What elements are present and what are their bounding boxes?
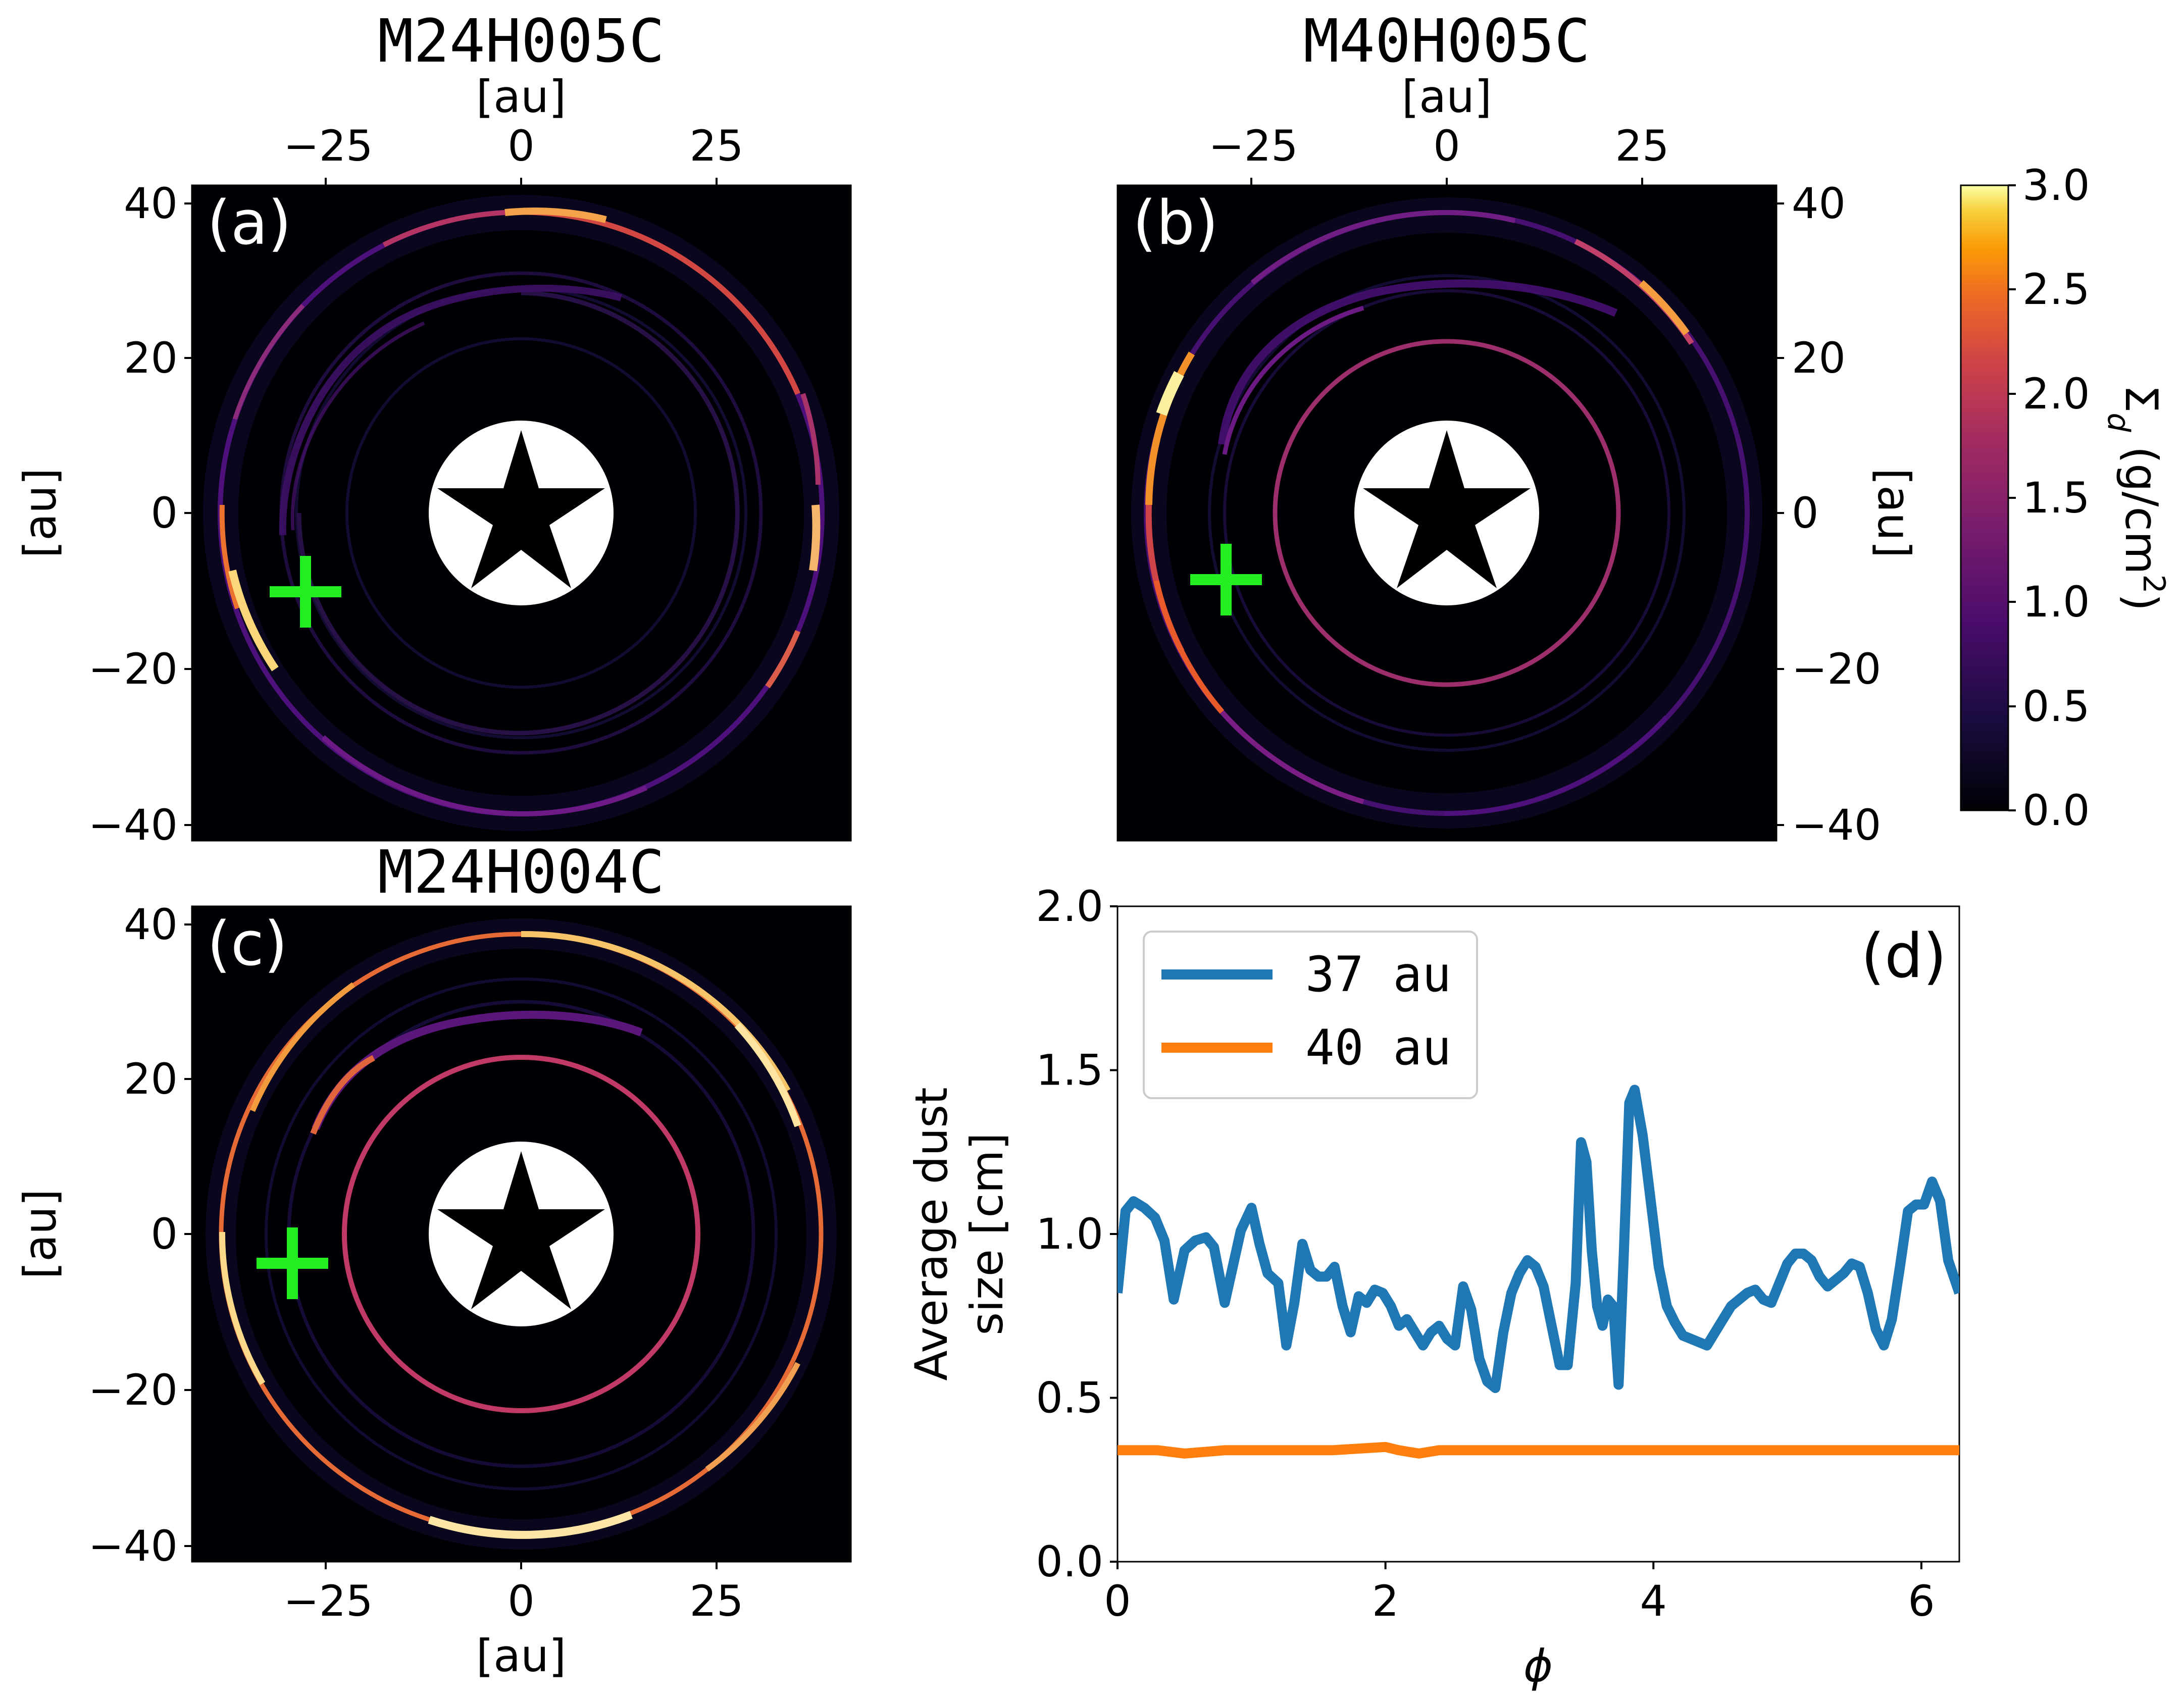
- panel-a-title: M24H005C: [378, 6, 665, 76]
- panel-b-ytick: −20: [1792, 644, 1881, 694]
- star-icon: [437, 430, 605, 588]
- panel-a-top-xlabel: [au]: [476, 71, 566, 123]
- panel-c-ytick: 40: [124, 900, 178, 949]
- panel-c-xlabel: [au]: [476, 1630, 566, 1682]
- panel-d-xtick: 0: [1104, 1576, 1131, 1626]
- panel-c-label: (c): [207, 909, 288, 980]
- panel-d-xticks: 0 2 4 6: [1104, 1562, 1935, 1626]
- panel-a-ytick: 0: [151, 488, 178, 538]
- panel-d-ytick: 2.0: [1036, 882, 1103, 931]
- panel-d-xlabel: ϕ: [1523, 1640, 1553, 1692]
- panel-d-ytick: 0.0: [1036, 1537, 1103, 1586]
- panel-a-xtick: 0: [507, 121, 534, 171]
- panel-d-ytick: 0.5: [1036, 1373, 1103, 1423]
- panel-a-xtick: −25: [283, 121, 373, 171]
- panel-a-ylabel: [au]: [14, 468, 66, 558]
- legend: 37 au 40 au: [1143, 931, 1478, 1099]
- planet-marker-c: [257, 1227, 328, 1299]
- panel-b-ytick: −40: [1792, 800, 1881, 850]
- colorbar-gradient: [1960, 184, 2009, 811]
- panel-b-ytick: 0: [1792, 488, 1818, 538]
- legend-label-37au: 37 au: [1305, 946, 1451, 1003]
- panel-a-xtick: 25: [690, 121, 744, 171]
- panel-c-ytick: 20: [124, 1054, 178, 1104]
- panel-b: M40H005C [au] −25 0 25 40 20 0 −20 −40 […: [1116, 6, 1920, 850]
- planet-marker-b: [1190, 544, 1262, 615]
- panel-d-xtick: 6: [1908, 1576, 1935, 1626]
- panel-c-ylabel: [au]: [14, 1189, 66, 1279]
- panel-c-xtick: 0: [507, 1576, 534, 1626]
- colorbar-tick: 3.0: [2022, 161, 2090, 210]
- panel-d-yticks: 0.0 0.5 1.0 1.5 2.0: [1036, 882, 1118, 1586]
- panel-b-heatmap: [1118, 185, 1776, 841]
- colorbar-ticks: 0.0 0.5 1.0 1.5 2.0 2.5 3.0: [2008, 161, 2090, 835]
- star-icon: [437, 1151, 605, 1309]
- panel-b-frame: [1116, 184, 1777, 842]
- colorbar-tick: 0.0: [2022, 786, 2090, 835]
- panel-a-ytick: 20: [124, 333, 178, 383]
- panel-d-ytick: 1.5: [1036, 1046, 1103, 1095]
- panel-d-xtick: 2: [1372, 1576, 1399, 1626]
- panel-a-heatmap: [192, 185, 851, 841]
- panel-a-ytick: −20: [88, 644, 178, 694]
- panel-a: M24H005C [au] −25 0 25 40 20 0 −20 −40 […: [14, 6, 852, 850]
- star-icon: [1363, 430, 1531, 588]
- panel-d-ytick: 1.0: [1036, 1209, 1103, 1259]
- panel-c-frame: [191, 905, 852, 1563]
- panel-c-title: M24H004C: [378, 837, 665, 907]
- panel-b-ytick: 20: [1792, 333, 1846, 383]
- panel-d-ylabel-line1: Average dust: [905, 1087, 957, 1380]
- panel-a-label: (a): [207, 188, 291, 259]
- colorbar-tick: 2.5: [2022, 265, 2090, 314]
- panel-d-xtick: 4: [1640, 1576, 1667, 1626]
- panel-a-ytick: 40: [124, 179, 178, 228]
- panel-c-xtick: −25: [283, 1576, 373, 1626]
- panel-b-xtick: 25: [1615, 121, 1669, 171]
- colorbar-tick: 1.5: [2022, 473, 2090, 523]
- panel-b-xtick: −25: [1208, 121, 1298, 171]
- panel-c: M24H004C 40 20 0 −20 −40 [au] −25 0 25 […: [14, 837, 852, 1682]
- panel-c-xtick: 25: [690, 1576, 744, 1626]
- panel-c-bottom-ticks: −25 0 25: [283, 1562, 743, 1626]
- colorbar-tick: 0.5: [2022, 682, 2090, 731]
- panel-c-ytick: 0: [151, 1209, 178, 1259]
- colorbar: 0.0 0.5 1.0 1.5 2.0 2.5 3.0 Σd (g/cm2): [1960, 161, 2171, 835]
- panel-c-heatmap: [192, 906, 851, 1562]
- panel-c-ytick: −20: [88, 1365, 178, 1415]
- panel-a-frame: [191, 184, 852, 842]
- panel-c-left-ticks: 40 20 0 −20 −40: [88, 900, 192, 1571]
- panel-d-label: (d): [1861, 921, 1947, 992]
- panel-d-series: [1118, 1085, 1959, 1459]
- panel-a-ytick: −40: [88, 800, 178, 850]
- panel-b-xtick: 0: [1433, 121, 1460, 171]
- panel-b-ylabel: [au]: [1868, 468, 1920, 558]
- series-line-37au: [1118, 1085, 1959, 1393]
- panel-b-right-ticks: 40 20 0 −20 −40: [1776, 179, 1881, 850]
- planet-marker-a: [270, 556, 341, 628]
- panel-b-title: M40H005C: [1303, 6, 1590, 76]
- colorbar-tick: 2.0: [2022, 369, 2090, 419]
- panel-c-ytick: −40: [88, 1521, 178, 1571]
- panel-b-top-ticks: −25 0 25: [1208, 121, 1669, 185]
- panel-b-label: (b): [1133, 188, 1218, 259]
- legend-label-40au: 40 au: [1305, 1019, 1451, 1076]
- panel-d-ylabel-line2: size [cm]: [961, 1133, 1013, 1335]
- colorbar-tick: 1.0: [2022, 577, 2090, 627]
- panel-b-top-xlabel: [au]: [1402, 71, 1492, 123]
- series-line-40au: [1118, 1442, 1959, 1459]
- panel-b-ytick: 40: [1792, 179, 1846, 228]
- panel-a-top-ticks: −25 0 25: [283, 121, 743, 185]
- panel-a-left-ticks: 40 20 0 −20 −40: [88, 179, 192, 850]
- colorbar-label: Σd (g/cm2): [2101, 385, 2171, 611]
